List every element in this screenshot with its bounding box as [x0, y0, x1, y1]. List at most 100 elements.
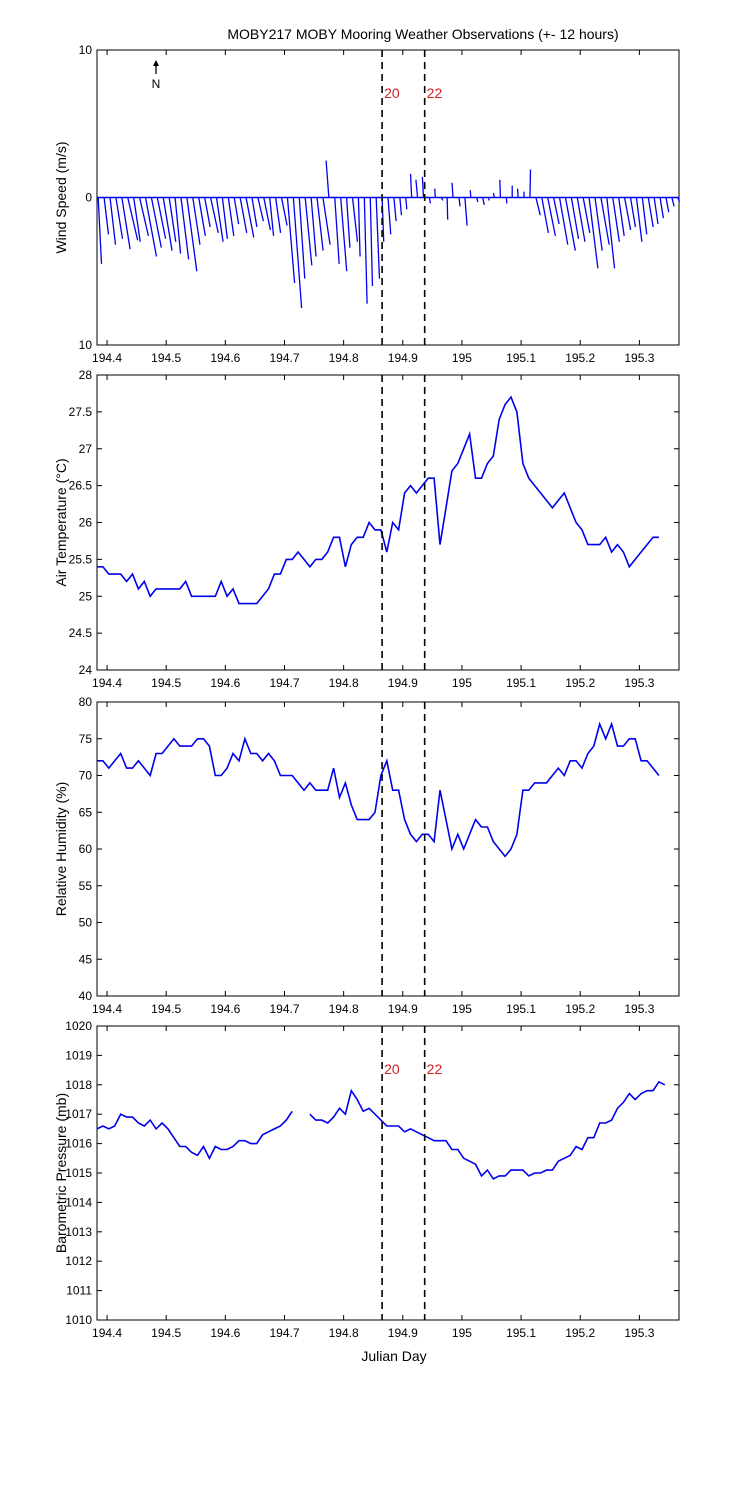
y-tick-label: 45: [79, 952, 93, 966]
wind-stick: [325, 160, 330, 198]
y-tick-label: 24.5: [69, 626, 93, 640]
wind-stick: [174, 197, 182, 254]
x-tick-label: 194.6: [210, 351, 240, 365]
x-tick-label: 194.9: [388, 676, 418, 690]
y-tick-label: 28: [79, 368, 93, 382]
wind-stick: [304, 197, 313, 266]
wind-stick: [582, 197, 591, 234]
y-axis-label: Air Temperature (°C): [53, 458, 69, 586]
wind-stick: [492, 192, 496, 198]
relative-humidity-panel: 194.4 194.5 194.6 194.7 194.8 194.9 195 195.1 19…: [53, 695, 680, 1016]
y-tick-label: 26: [79, 516, 93, 530]
y-tick-label: 10: [79, 43, 93, 57]
y-tick-label: 25: [79, 589, 93, 603]
wind-stick: [641, 197, 648, 235]
y-tick-label: 1020: [65, 1019, 92, 1033]
wind-stick: [594, 197, 603, 251]
wind-stick: [588, 197, 599, 269]
x-tick-label: 194.9: [388, 351, 418, 365]
wind-stick: [269, 197, 275, 236]
hour-marker-label: 20: [384, 1061, 400, 1077]
air-temperature-panel: 194.4 194.5 194.6 194.7 194.8 194.9 195 195.1 19…: [53, 368, 680, 690]
wind-stick: [659, 197, 665, 219]
wind-stick: [428, 197, 432, 204]
wind-stick: [150, 197, 162, 248]
series-line: [96, 1110, 293, 1161]
y-tick-label: 1014: [65, 1195, 92, 1209]
wind-stick: [451, 182, 454, 198]
wind-stick: [405, 197, 408, 210]
wind-stick: [298, 197, 306, 279]
x-tick-label: 194.6: [210, 1002, 240, 1016]
wind-stick: [257, 197, 265, 222]
wind-stick: [133, 197, 141, 242]
wind-stick: [209, 197, 219, 234]
wind-stick: [653, 197, 659, 225]
wind-stick: [115, 197, 124, 239]
x-tick-label: 194.4: [92, 676, 122, 690]
x-tick-label: 195.2: [565, 1326, 595, 1340]
series-line: [97, 721, 660, 858]
y-axis-label: Relative Humidity (%): [53, 782, 69, 917]
x-tick-label: 195.3: [624, 1326, 654, 1340]
series-line: [97, 395, 659, 605]
wind-stick: [671, 197, 675, 207]
wind-stick: [399, 197, 403, 216]
wind-stick: [334, 197, 340, 264]
wind-stick: [564, 197, 576, 251]
wind-stick: [204, 197, 211, 228]
wind-stick: [251, 197, 258, 228]
wind-stick: [409, 173, 413, 198]
wind-stick: [127, 197, 139, 241]
wind-stick: [381, 197, 385, 242]
y-tick-label: 1017: [65, 1107, 92, 1121]
y-tick-label: 27: [79, 442, 93, 456]
wind-stick: [233, 197, 240, 225]
y-tick-label: 1010: [65, 1313, 92, 1327]
x-tick-label: 195.1: [506, 351, 536, 365]
y-tick-label: 25.5: [69, 552, 93, 566]
wind-stick: [635, 197, 643, 242]
figure-title: MOBY217 MOBY Mooring Weather Observation…: [227, 26, 618, 42]
wind-stick: [612, 197, 620, 242]
x-tick-label: 194.9: [388, 1326, 418, 1340]
x-tick-label: 195.2: [565, 1002, 595, 1016]
wind-stick: [541, 197, 550, 234]
x-tick-label: 194.5: [151, 1326, 181, 1340]
x-tick-label: 195.3: [624, 1002, 654, 1016]
hour-marker-label: 20: [384, 85, 400, 101]
wind-stick: [552, 197, 560, 225]
wind-stick: [469, 190, 472, 198]
wind-stick: [363, 197, 368, 304]
wind-stick: [263, 197, 272, 231]
wind-stick: [440, 197, 444, 201]
x-tick-label: 195.1: [506, 1326, 536, 1340]
wind-stick: [476, 197, 479, 203]
wind-stick: [547, 197, 557, 236]
x-tick-label: 195.2: [565, 351, 595, 365]
x-tick-label: 194.4: [92, 351, 122, 365]
wind-stick: [144, 197, 158, 257]
hour-marker-label: 22: [427, 1061, 443, 1077]
x-tick-label: 195: [452, 676, 472, 690]
x-tick-label: 194.4: [92, 1002, 122, 1016]
y-tick-label: 26.5: [69, 479, 93, 493]
wind-stick: [322, 197, 331, 245]
y-tick-label: 1018: [65, 1078, 92, 1092]
wind-stick: [529, 169, 532, 198]
wind-stick: [340, 197, 348, 272]
x-tick-label: 194.7: [269, 1002, 299, 1016]
wind-stick: [245, 197, 255, 238]
wind-stick: [369, 197, 374, 287]
wind-stick: [186, 197, 198, 272]
wind-stick: [458, 197, 461, 207]
wind-stick: [535, 197, 541, 216]
north-label: N: [152, 77, 161, 91]
wind-stick: [516, 188, 519, 198]
y-tick-label: 50: [79, 916, 93, 930]
x-tick-label: 195: [452, 351, 472, 365]
wind-stick: [345, 197, 351, 248]
wind-stick: [180, 197, 190, 260]
wind-stick: [280, 197, 288, 226]
wind-stick: [606, 197, 616, 269]
